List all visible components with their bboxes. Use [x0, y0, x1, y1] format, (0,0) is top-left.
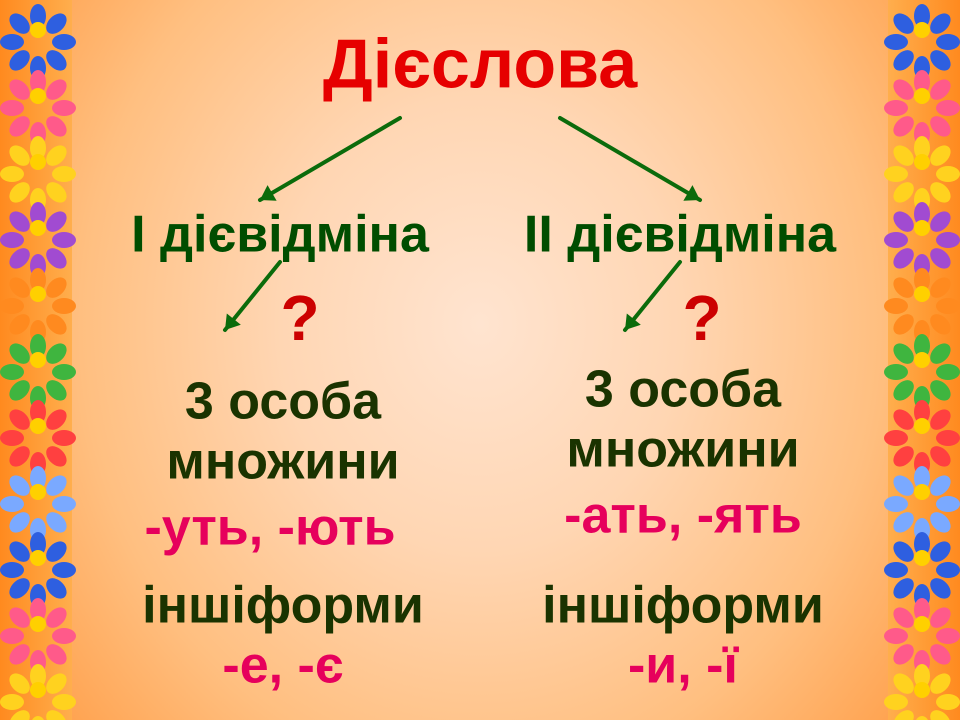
- branch-right-line-3: -ать, -ять: [564, 487, 802, 544]
- branch-left-line-2: множини: [166, 433, 399, 490]
- diagram-title: Дієслова: [323, 26, 637, 103]
- branch-left-line-5: -е, -є: [222, 637, 343, 694]
- flower-icon: [896, 466, 948, 518]
- arrow-title-to-left: [244, 102, 416, 216]
- branch-left-line-4: іншіформи: [142, 577, 424, 634]
- branch-left-question-mark: ?: [280, 283, 319, 353]
- stage: Дієслова І дієвідміна ? 3 особа множини …: [0, 0, 960, 720]
- branch-left-line-1: 3 особа: [185, 373, 381, 430]
- flower-icon: [12, 70, 64, 122]
- flower-icon: [12, 598, 64, 650]
- flower-icon: [896, 334, 948, 386]
- flower-icon: [12, 466, 64, 518]
- flower-icon: [12, 400, 64, 452]
- flower-icon: [896, 664, 948, 716]
- branch-left-line-3: -уть, -ють: [144, 499, 395, 556]
- flower-border-right: [890, 0, 954, 720]
- flower-icon: [896, 400, 948, 452]
- flower-icon: [12, 664, 64, 716]
- flower-icon: [896, 268, 948, 320]
- flower-icon: [896, 532, 948, 584]
- flower-icon: [896, 202, 948, 254]
- branch-right-line-1: 3 особа: [585, 361, 781, 418]
- flower-icon: [12, 202, 64, 254]
- flower-border-left: [6, 0, 70, 720]
- branch-right-question-mark: ?: [682, 283, 721, 353]
- flower-icon: [12, 268, 64, 320]
- flower-icon: [896, 598, 948, 650]
- flower-icon: [12, 136, 64, 188]
- flower-icon: [896, 70, 948, 122]
- flower-icon: [896, 136, 948, 188]
- flower-icon: [12, 532, 64, 584]
- flower-icon: [12, 4, 64, 56]
- flower-icon: [896, 4, 948, 56]
- branch-right-line-2: множини: [566, 421, 799, 478]
- branch-right-line-4: іншіформи: [542, 577, 824, 634]
- flower-icon: [12, 334, 64, 386]
- arrow-title-to-right: [544, 102, 716, 216]
- branch-right-line-5: -и, -ї: [628, 637, 738, 694]
